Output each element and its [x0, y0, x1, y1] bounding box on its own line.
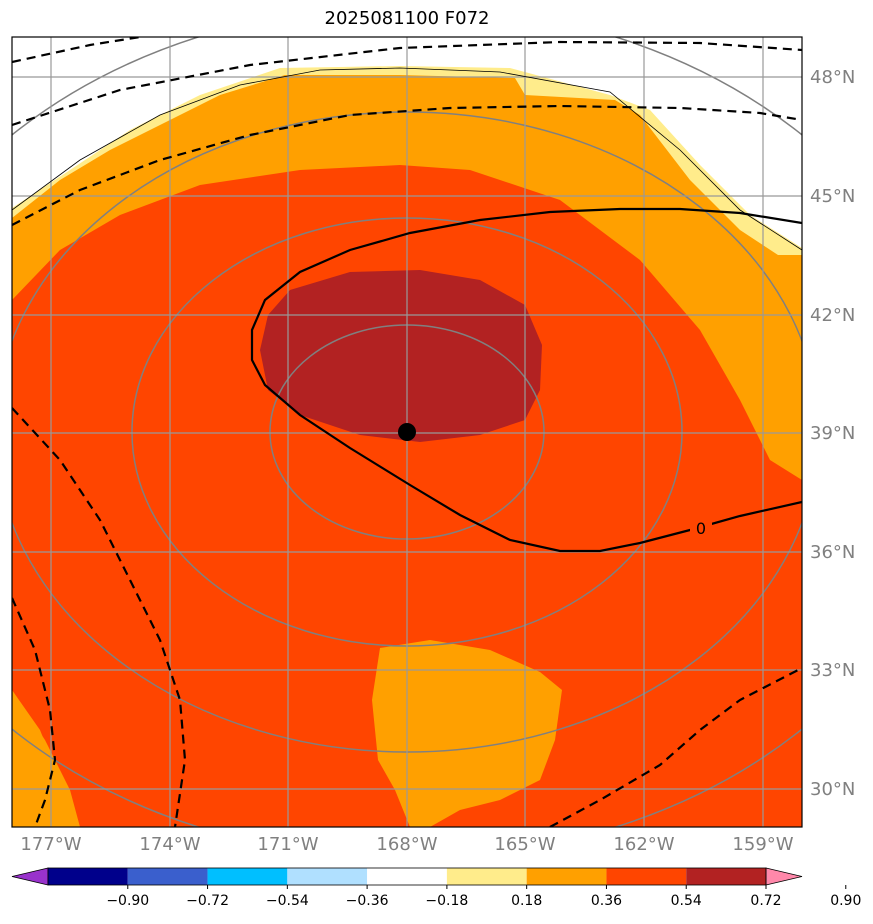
colorbar-tick-label: −0.72: [186, 893, 229, 909]
colorbar-segment: [686, 868, 766, 885]
colorbar-tick-label: −0.36: [346, 893, 389, 909]
center-marker: [398, 423, 416, 441]
map-frame: [11, 36, 803, 828]
colorbar-extend-low: [11, 867, 49, 886]
lat-label-42: 42°N: [810, 305, 855, 326]
lat-label-45: 45°N: [810, 186, 855, 207]
colorbar-segment: [207, 868, 288, 885]
lat-label-48: 48°N: [810, 67, 855, 88]
map-title: 2025081100 F072: [324, 8, 490, 29]
map-area: 0: [12, 37, 802, 827]
colorbar-tick-label: −0.18: [425, 893, 468, 909]
colorbar-segment: [48, 868, 128, 885]
lat-label-30: 30°N: [810, 779, 855, 800]
lon-label-162: 162°W: [613, 834, 674, 855]
colorbar-tick-label: 0.72: [750, 893, 781, 909]
colorbar: −0.90 −0.72 −0.54 −0.36 −0.18 0.18 0.36 0.54 0.7…: [11, 867, 861, 909]
lon-labels: 177°W 174°W 171°W 168°W 165°W 162°W 159°…: [20, 834, 793, 855]
lat-label-36: 36°N: [810, 542, 855, 563]
fill-orange-south: [372, 640, 562, 827]
lat-label-33: 33°N: [810, 660, 855, 681]
colorbar-tick-label: 0.54: [671, 893, 702, 909]
colorbar-segment: [367, 868, 447, 885]
colorbar-frame: [47, 867, 767, 886]
colorbar-extend-high: [765, 867, 803, 886]
dashed-contours: [12, 37, 802, 827]
colorbar-tick-label: 0.90: [830, 893, 861, 909]
contour-label: 0: [696, 519, 706, 538]
colorbar-segment: [606, 868, 687, 885]
lon-label-159: 159°W: [732, 834, 793, 855]
lon-label-165: 165°W: [494, 834, 555, 855]
colorbar-segment: [287, 868, 368, 885]
colorbar-segment: [127, 868, 208, 885]
lat-labels: 48°N 45°N 42°N 39°N 36°N 33°N 30°N: [810, 67, 855, 800]
colorbar-segment: [526, 868, 607, 885]
graticule: [12, 37, 802, 827]
domain-edge: [12, 67, 802, 251]
colorbar-tick-label: 0.18: [511, 893, 542, 909]
lon-label-171: 171°W: [257, 834, 318, 855]
colorbar-tick-label: −0.90: [106, 893, 149, 909]
lon-label-168: 168°W: [376, 834, 437, 855]
fill-dark-red: [260, 270, 542, 442]
lon-label-174: 174°W: [139, 834, 200, 855]
lat-label-39: 39°N: [810, 423, 855, 444]
colorbar-tick-label: −0.54: [266, 893, 309, 909]
lon-label-177: 177°W: [20, 834, 81, 855]
colorbar-tick-label: 0.36: [591, 893, 622, 909]
colorbar-segment: [446, 868, 527, 885]
zero-contour: [250, 207, 802, 553]
fill-orange-southwest: [12, 690, 80, 827]
